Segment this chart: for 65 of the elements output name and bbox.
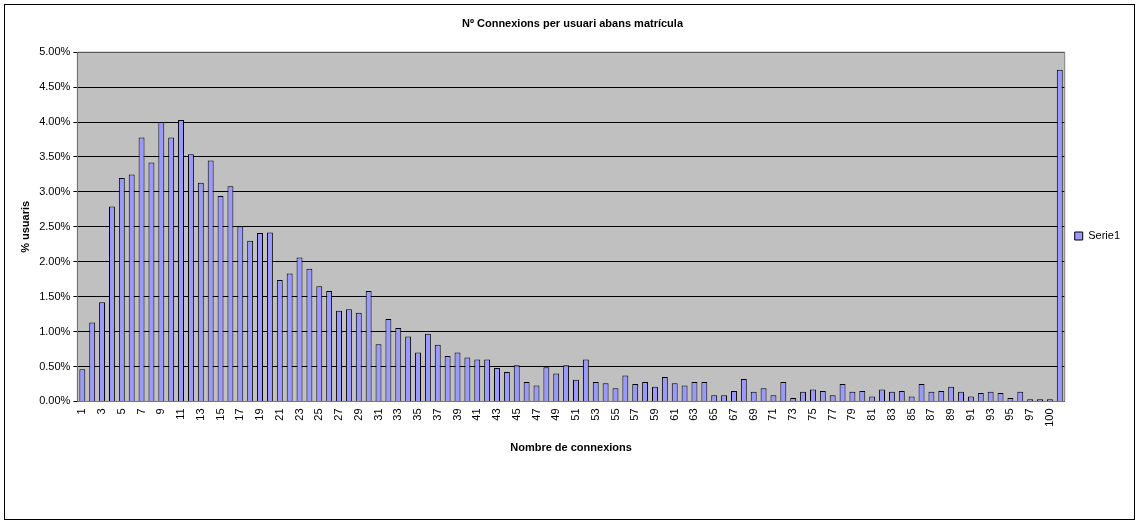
x-tick-label: 95 (1003, 408, 1016, 421)
x-tick-label: 67 (726, 408, 739, 421)
x-tick-label: 45 (509, 408, 522, 421)
x-tick-label: 25 (312, 408, 325, 421)
x-tick-label: 21 (272, 408, 285, 421)
x-tick-label: 63 (687, 408, 700, 421)
y-tick-label: 3.00% (39, 184, 71, 197)
x-tick-label: 49 (549, 408, 562, 421)
y-tick-label: 1.00% (39, 324, 71, 337)
x-tick-label: 7 (134, 408, 147, 415)
x-tick-label: 100 (1042, 408, 1055, 427)
x-tick-label: 31 (371, 408, 384, 421)
x-tick-label: 65 (707, 408, 720, 421)
x-tick-label: 47 (529, 408, 542, 421)
y-tick-label: 4.50% (39, 80, 71, 93)
x-tick-label: 77 (825, 408, 838, 421)
x-tick-label: 83 (884, 408, 897, 421)
x-tick-label: 61 (667, 408, 680, 421)
x-tick-label: 53 (588, 408, 601, 421)
y-tick-label: 3.50% (39, 150, 71, 163)
x-tick-label: 1 (75, 408, 88, 415)
x-tick-label: 89 (944, 408, 957, 421)
x-tick-label: 35 (411, 408, 424, 421)
x-tick-label: 15 (213, 408, 226, 421)
x-tick-label: 87 (924, 408, 937, 421)
x-tick-label: 27 (332, 408, 345, 421)
x-tick-label: 33 (391, 408, 404, 421)
x-tick-label: 43 (490, 408, 503, 421)
x-tick-label: 17 (233, 408, 246, 421)
x-tick-label: 57 (628, 408, 641, 421)
x-tick-label: 11 (174, 408, 187, 420)
x-tick-label: 41 (470, 408, 483, 421)
y-tick-label: 4.00% (39, 115, 71, 128)
y-axis-title: % usuaris (18, 200, 31, 253)
x-tick-label: 13 (193, 408, 206, 421)
x-tick-label: 5 (114, 408, 127, 415)
x-axis-title: Nombre de connexions (510, 441, 632, 454)
y-tick-label: 2.00% (39, 254, 71, 267)
y-tick-label: 1.50% (39, 289, 71, 302)
x-tick-label: 75 (805, 408, 818, 421)
y-tick-label: 0.50% (39, 359, 71, 372)
x-tick-label: 23 (292, 408, 305, 421)
x-tick-label: 9 (154, 408, 167, 415)
legend-label: Serie1 (1088, 229, 1120, 242)
x-tick-label: 39 (450, 408, 463, 421)
chart-title: Nº Connexions per usuari abans matrícula (461, 16, 684, 29)
x-tick-label: 69 (746, 408, 759, 421)
x-tick-label: 93 (983, 408, 996, 421)
x-tick-label: 71 (766, 408, 779, 421)
y-tick-label: 0.00% (39, 394, 71, 407)
x-tick-label: 19 (253, 408, 266, 421)
x-tick-label: 29 (351, 408, 364, 421)
x-tick-label: 59 (648, 408, 660, 421)
x-tick-label: 81 (865, 408, 878, 421)
y-tick-label: 2.50% (39, 219, 71, 232)
x-tick-label: 55 (608, 408, 621, 421)
x-tick-label: 3 (95, 408, 108, 415)
x-tick-label: 85 (904, 408, 917, 421)
x-tick-label: 37 (430, 408, 443, 421)
x-tick-label: 51 (569, 408, 582, 421)
x-tick-label: 73 (786, 408, 799, 421)
x-tick-label: 97 (1023, 408, 1036, 421)
x-tick-label: 79 (845, 408, 858, 421)
y-tick-label: 5.00% (39, 45, 71, 58)
x-tick-label: 91 (963, 408, 976, 421)
